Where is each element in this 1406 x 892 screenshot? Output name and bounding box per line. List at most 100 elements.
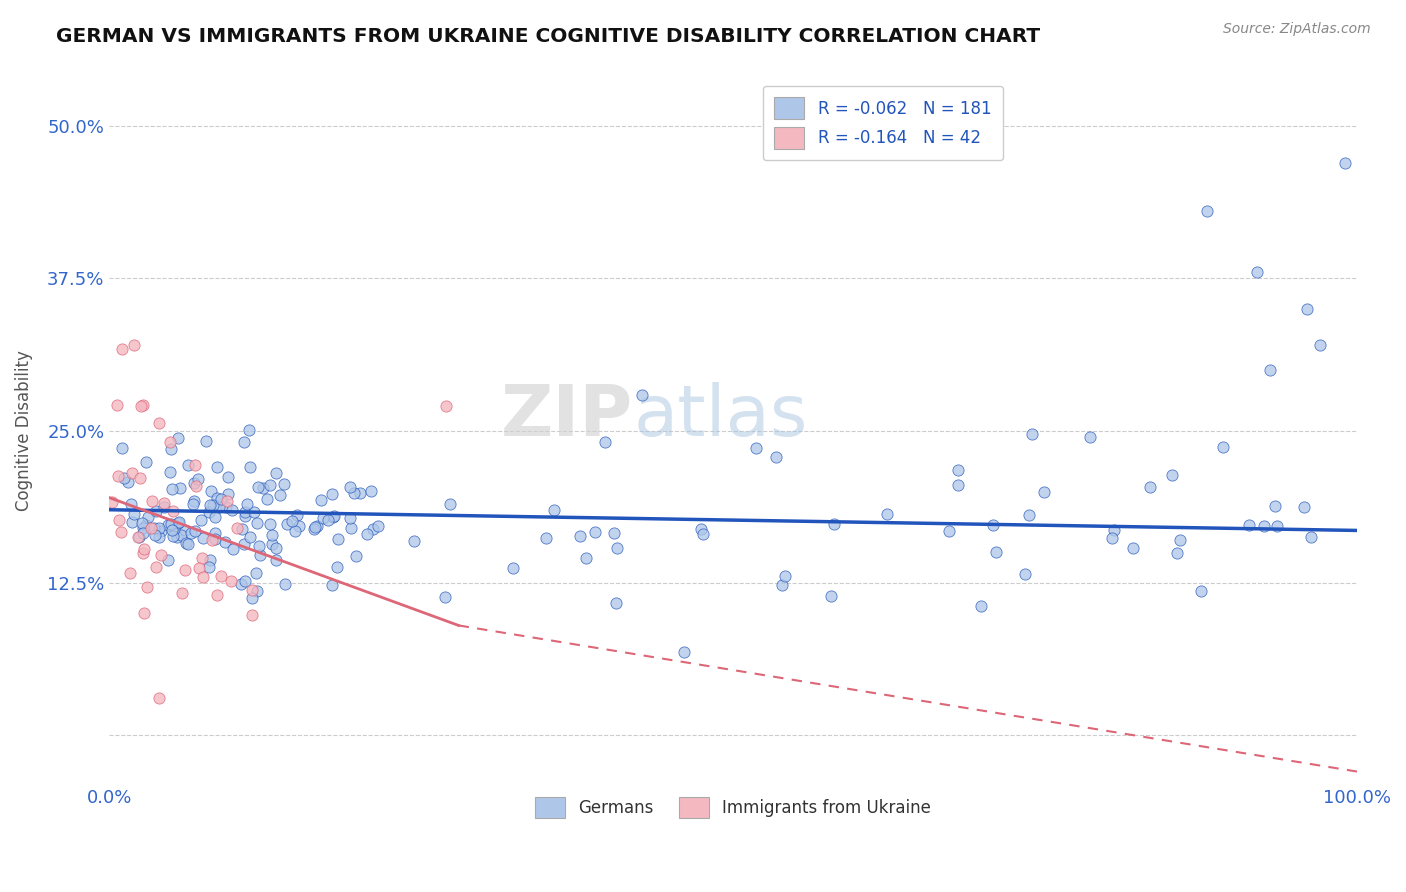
Point	[605, 596, 627, 610]
Point	[235, 497, 257, 511]
Point	[260, 528, 283, 542]
Point	[1021, 427, 1043, 442]
Point	[264, 552, 287, 566]
Point	[198, 505, 221, 519]
Point	[181, 497, 204, 511]
Point	[143, 521, 166, 535]
Point	[981, 517, 1004, 532]
Point	[141, 493, 163, 508]
Point	[159, 442, 181, 457]
Point	[132, 606, 155, 620]
Point	[502, 561, 524, 575]
Point	[121, 467, 143, 481]
Point	[173, 523, 195, 537]
Point	[131, 521, 153, 535]
Point	[569, 529, 592, 543]
Point	[246, 584, 269, 599]
Point	[434, 399, 457, 413]
Point	[108, 513, 131, 527]
Point	[1018, 508, 1040, 522]
Point	[304, 522, 326, 536]
Point	[264, 467, 287, 481]
Point	[631, 388, 654, 402]
Point	[145, 503, 167, 517]
Point	[361, 522, 384, 536]
Point	[1309, 338, 1331, 352]
Point	[984, 545, 1007, 559]
Point	[247, 480, 270, 494]
Point	[245, 516, 267, 530]
Point	[344, 549, 367, 564]
Point	[876, 508, 898, 522]
Point	[603, 526, 626, 541]
Point	[112, 471, 135, 485]
Point	[235, 505, 257, 519]
Point	[215, 500, 238, 515]
Point	[745, 441, 768, 455]
Point	[128, 531, 150, 545]
Point	[775, 569, 797, 583]
Point	[219, 574, 242, 588]
Point	[208, 500, 231, 514]
Point	[110, 525, 132, 540]
Point	[184, 479, 207, 493]
Point	[132, 545, 155, 559]
Text: atlas: atlas	[633, 382, 807, 451]
Text: GERMAN VS IMMIGRANTS FROM UKRAINE COGNITIVE DISABILITY CORRELATION CHART: GERMAN VS IMMIGRANTS FROM UKRAINE COGNIT…	[56, 27, 1040, 45]
Point	[606, 541, 628, 555]
Point	[201, 533, 224, 548]
Point	[156, 518, 179, 533]
Point	[948, 477, 970, 491]
Point	[273, 477, 295, 491]
Point	[111, 342, 134, 356]
Point	[122, 338, 145, 352]
Point	[193, 570, 215, 584]
Point	[226, 521, 249, 535]
Point	[239, 459, 262, 474]
Point	[343, 486, 366, 500]
Point	[1168, 533, 1191, 547]
Point	[1239, 518, 1261, 533]
Point	[149, 548, 172, 562]
Point	[205, 491, 228, 505]
Point	[304, 520, 326, 534]
Point	[157, 553, 180, 567]
Point	[204, 533, 226, 547]
Point	[231, 522, 253, 536]
Point	[200, 483, 222, 498]
Point	[1078, 430, 1101, 444]
Point	[245, 566, 267, 581]
Point	[111, 441, 134, 455]
Point	[194, 434, 217, 448]
Point	[938, 524, 960, 538]
Point	[1333, 155, 1355, 169]
Point	[252, 481, 274, 495]
Point	[233, 537, 256, 551]
Point	[233, 435, 256, 450]
Point	[249, 548, 271, 562]
Point	[1212, 440, 1234, 454]
Point	[284, 524, 307, 538]
Point	[404, 533, 426, 548]
Point	[209, 569, 232, 583]
Point	[148, 530, 170, 544]
Point	[101, 495, 124, 509]
Point	[820, 590, 842, 604]
Point	[215, 494, 238, 508]
Point	[325, 560, 347, 574]
Point	[1253, 519, 1275, 533]
Point	[121, 515, 143, 529]
Point	[770, 578, 793, 592]
Point	[198, 553, 221, 567]
Point	[321, 578, 343, 592]
Point	[328, 532, 350, 546]
Point	[233, 509, 256, 524]
Point	[143, 527, 166, 541]
Point	[139, 521, 162, 535]
Point	[127, 530, 149, 544]
Point	[1014, 567, 1036, 582]
Point	[1246, 265, 1268, 279]
Point	[201, 498, 224, 512]
Point	[132, 398, 155, 412]
Point	[205, 588, 228, 602]
